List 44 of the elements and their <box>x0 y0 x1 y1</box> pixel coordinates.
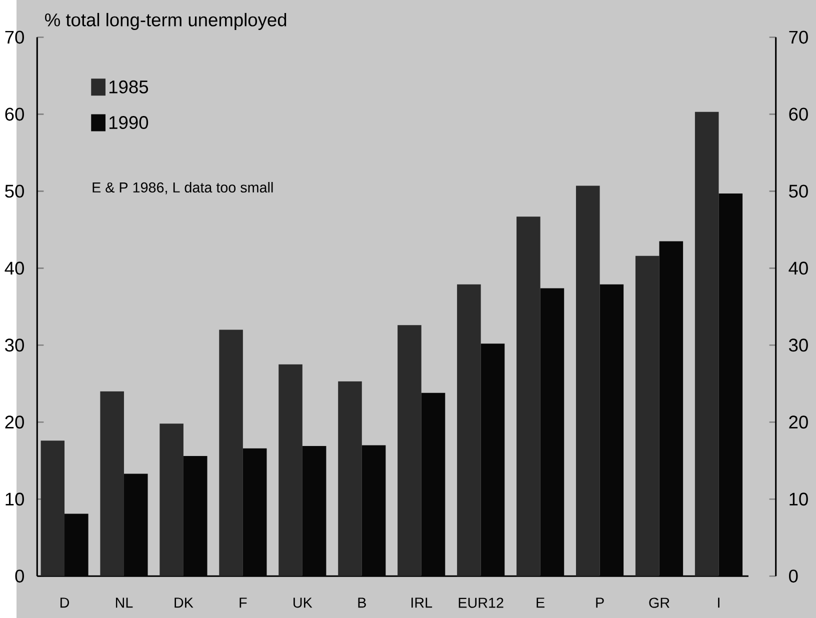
x-tick-label: EUR12 <box>458 598 504 608</box>
legend-label: 1985 <box>110 80 148 94</box>
y2-tick-label: 40 <box>788 262 808 275</box>
x-tick-label: D <box>60 598 70 608</box>
bar <box>160 424 184 576</box>
y-tick-label: 30 <box>5 338 24 352</box>
x-tick-label: F <box>240 598 247 608</box>
y2-tick-label: 0 <box>789 570 798 582</box>
y-tick-label: 40 <box>4 262 24 275</box>
y2-tick-label: 30 <box>788 338 808 352</box>
y-tick-label: 0 <box>15 570 24 582</box>
x-tick-label: E <box>536 598 544 608</box>
legend-label: 1990 <box>110 116 148 129</box>
bar <box>40 440 65 576</box>
bar <box>338 381 362 576</box>
x-tick-label: B <box>358 598 366 608</box>
annotation: E & P 1986, L data too small <box>92 182 273 194</box>
y2-tick-label: 20 <box>789 416 808 429</box>
bar <box>516 216 540 576</box>
y2-tick-label: 70 <box>789 30 808 44</box>
bar <box>398 325 422 576</box>
x-tick-label: DK <box>174 598 194 608</box>
x-tick-label: IRL <box>412 598 432 608</box>
y2-tick-label: 10 <box>790 492 808 506</box>
y-tick-label: 10 <box>6 492 24 506</box>
bar <box>635 256 660 576</box>
y2-tick-label: 50 <box>789 184 808 198</box>
x-tick-label: I <box>718 598 720 608</box>
bar <box>219 330 243 576</box>
y-axis-title: % total long-term unemployed <box>45 12 286 30</box>
x-tick-label: GR <box>649 598 670 608</box>
bar <box>100 391 124 576</box>
x-tick-label: P <box>596 598 604 608</box>
y-tick-label: 50 <box>5 184 24 198</box>
bar <box>278 364 302 576</box>
bar <box>694 112 719 576</box>
y-tick-label: 20 <box>5 416 24 429</box>
y-tick-label: 70 <box>5 30 24 44</box>
x-tick-label: NL <box>116 598 133 608</box>
bar <box>576 186 600 576</box>
x-tick-label: UK <box>294 598 312 608</box>
y-tick-label: 60 <box>5 108 24 121</box>
y2-tick-label: 60 <box>789 108 808 121</box>
bar <box>457 284 481 576</box>
